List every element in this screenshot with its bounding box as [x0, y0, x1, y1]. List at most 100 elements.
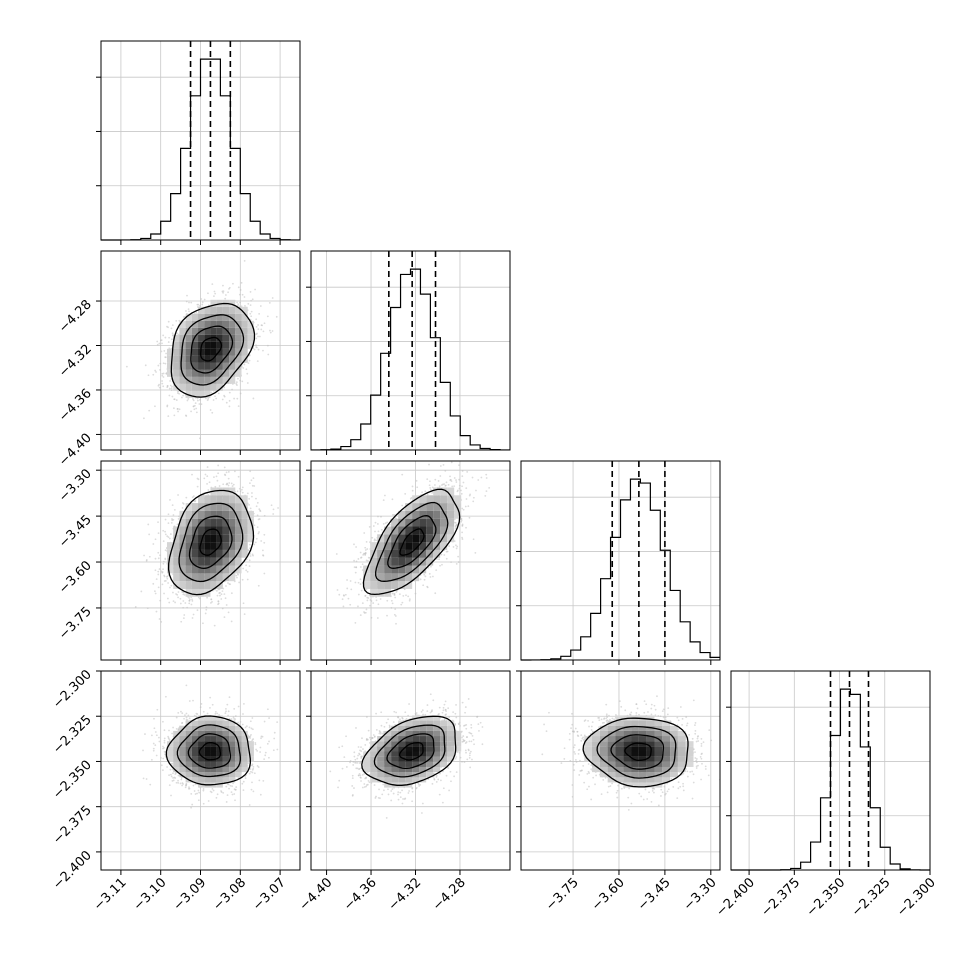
scatter-point: [157, 573, 160, 576]
scatter-point: [246, 578, 249, 581]
scatter-point: [243, 363, 246, 366]
scatter-point: [186, 294, 188, 297]
scatter-point: [154, 590, 156, 593]
density-cell: [216, 487, 223, 496]
scatter-point: [172, 514, 175, 516]
scatter-point: [240, 488, 243, 491]
scatter-point: [199, 437, 201, 440]
scatter-point: [227, 291, 229, 294]
scatter-point: [230, 620, 233, 623]
scatter-point: [152, 373, 155, 376]
scatter-point: [233, 470, 236, 473]
density-cell: [216, 355, 223, 363]
scatter-point: [222, 284, 224, 287]
scatter-point: [182, 593, 185, 596]
scatter-point: [217, 472, 220, 475]
density-cell: [191, 383, 199, 391]
scatter-point: [249, 482, 251, 485]
scatter-point: [240, 281, 243, 284]
density-cell: [204, 495, 211, 504]
scatter-point: [159, 554, 161, 557]
density-cell: [173, 348, 180, 356]
density-cell: [191, 549, 199, 558]
density-cell: [229, 526, 236, 535]
scatter-point: [161, 382, 164, 385]
panel-1-1: [306, 250, 511, 455]
density-cell: [185, 369, 192, 377]
density-cell: [173, 542, 180, 550]
density-cell: [210, 369, 217, 377]
scatter-point: [171, 518, 173, 520]
scatter-point: [221, 607, 224, 610]
density-cell: [210, 362, 217, 370]
scatter-point: [162, 562, 165, 565]
scatter-point: [271, 330, 274, 332]
density-cell: [229, 320, 236, 328]
density-cell: [204, 573, 211, 582]
density-cell: [204, 320, 211, 328]
density-cell: [210, 581, 217, 589]
scatter-point: [198, 403, 201, 405]
scatter-point: [230, 592, 233, 595]
scatter-point: [211, 283, 214, 286]
scatter-point: [147, 374, 150, 377]
density-cell: [210, 299, 217, 307]
scatter-point: [154, 557, 157, 560]
density-cell: [216, 503, 223, 511]
scatter-point: [247, 302, 250, 305]
scatter-point: [240, 305, 243, 308]
scatter-point: [168, 387, 171, 390]
scatter-point: [266, 315, 269, 318]
scatter-point: [272, 508, 275, 511]
scatter-point: [207, 292, 209, 295]
density-cell: [185, 549, 192, 558]
density-cell: [229, 376, 236, 384]
scatter-point: [365, 608, 368, 611]
scatter-point: [157, 557, 160, 560]
scatter-point: [148, 533, 151, 536]
density-cell: [222, 557, 230, 566]
y-tick-label-2-2: −3.45: [56, 512, 95, 551]
scatter-point: [170, 387, 173, 390]
scatter-point: [175, 399, 178, 401]
scatter-point: [219, 594, 221, 597]
density-cell: [216, 565, 223, 574]
scatter-point: [179, 602, 182, 605]
contour-2: [180, 314, 245, 386]
density-cell: [198, 549, 205, 558]
scatter-point: [214, 292, 217, 295]
scatter-point: [157, 586, 160, 589]
density-cell: [222, 518, 230, 527]
scatter-point: [213, 290, 216, 293]
scatter-point: [272, 513, 275, 515]
scatter-point: [162, 568, 164, 571]
scatter-point: [223, 386, 226, 389]
scatter-point: [248, 497, 251, 500]
scatter-point: [227, 477, 230, 480]
scatter-point: [251, 553, 254, 556]
density-cell: [216, 348, 223, 356]
scatter-point: [245, 564, 248, 567]
scatter-point: [162, 529, 165, 532]
scatter-point: [238, 305, 241, 308]
scatter-point: [461, 475, 464, 478]
scatter-point: [157, 570, 160, 573]
density-cell: [229, 299, 236, 307]
scatter-point: [162, 376, 165, 378]
scatter-point: [213, 476, 215, 479]
density-cell: [235, 355, 242, 363]
scatter-point: [158, 386, 161, 389]
density-cell: [235, 341, 242, 349]
scatter-point: [221, 398, 224, 401]
density-cell: [222, 355, 230, 363]
density-cell: [179, 334, 186, 342]
scatter-point: [161, 374, 164, 377]
density-cell: [166, 565, 174, 574]
density-cell: [235, 542, 242, 550]
density-cell: [210, 526, 217, 535]
scatter-point: [225, 483, 228, 486]
density-cell: [229, 369, 236, 377]
scatter-point: [171, 385, 173, 388]
density-cell: [247, 320, 254, 328]
density-cell: [241, 306, 248, 314]
